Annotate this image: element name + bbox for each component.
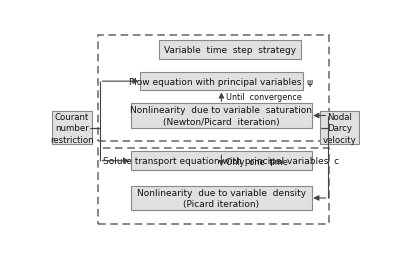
- Text: Solute transport equation with principal variables  c: Solute transport equation with principal…: [103, 156, 339, 166]
- Bar: [98, 36, 329, 141]
- FancyBboxPatch shape: [140, 73, 303, 91]
- FancyBboxPatch shape: [158, 41, 301, 60]
- FancyBboxPatch shape: [131, 104, 312, 128]
- Text: Variable  time  step  strategy: Variable time step strategy: [164, 46, 296, 55]
- FancyBboxPatch shape: [131, 186, 312, 210]
- FancyBboxPatch shape: [131, 152, 312, 170]
- Text: Until  convergence: Until convergence: [226, 92, 302, 101]
- Text: Flow equation with principal variables  ψ: Flow equation with principal variables ψ: [129, 77, 313, 86]
- Text: Nodal
Darcy
velocity: Nodal Darcy velocity: [323, 112, 356, 144]
- Bar: [98, 149, 329, 224]
- Text: Nonlinearity  due to variable  saturation
(Newton/Picard  iteration): Nonlinearity due to variable saturation …: [130, 106, 312, 126]
- Text: Courant
number
restriction: Courant number restriction: [50, 112, 94, 144]
- Text: Only  one  time: Only one time: [226, 157, 288, 166]
- FancyBboxPatch shape: [52, 112, 92, 145]
- FancyBboxPatch shape: [320, 112, 359, 145]
- Text: Nonlinearity  due to variable  density
(Picard iteration): Nonlinearity due to variable density (Pi…: [137, 188, 306, 208]
